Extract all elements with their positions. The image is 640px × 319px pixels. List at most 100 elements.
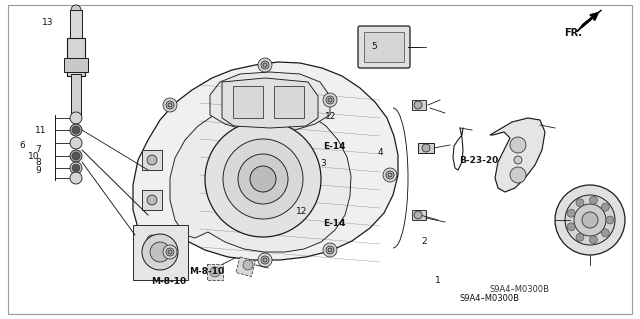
Bar — [67, 38, 85, 76]
Text: E-14: E-14 — [323, 142, 346, 151]
Bar — [142, 190, 162, 210]
Circle shape — [261, 256, 269, 264]
Text: S9A4–M0300B: S9A4–M0300B — [460, 294, 520, 303]
Bar — [412, 100, 426, 110]
Circle shape — [602, 203, 609, 211]
Circle shape — [142, 234, 178, 270]
Text: 3: 3 — [320, 159, 326, 168]
Circle shape — [565, 195, 615, 245]
Circle shape — [510, 167, 526, 183]
Polygon shape — [210, 72, 330, 132]
Circle shape — [70, 162, 82, 174]
Circle shape — [258, 58, 272, 72]
Circle shape — [514, 156, 522, 164]
Polygon shape — [222, 78, 318, 128]
Circle shape — [258, 253, 272, 267]
Circle shape — [72, 152, 80, 160]
Text: 1: 1 — [435, 276, 441, 285]
Circle shape — [606, 216, 614, 224]
Circle shape — [589, 236, 598, 244]
Bar — [142, 150, 162, 170]
Text: 10: 10 — [28, 152, 40, 161]
Text: S9A4–M0300B: S9A4–M0300B — [490, 286, 550, 294]
Text: 12: 12 — [325, 112, 337, 121]
Circle shape — [205, 121, 321, 237]
Circle shape — [589, 196, 598, 204]
Circle shape — [510, 137, 526, 153]
Text: FR.: FR. — [564, 28, 582, 38]
Text: E-14: E-14 — [323, 219, 346, 228]
Text: 9: 9 — [35, 166, 41, 174]
Circle shape — [414, 211, 422, 219]
Circle shape — [326, 246, 334, 254]
Bar — [133, 225, 188, 280]
Circle shape — [210, 267, 220, 277]
Bar — [236, 257, 255, 277]
Circle shape — [386, 171, 394, 179]
Circle shape — [582, 212, 598, 228]
Circle shape — [323, 93, 337, 107]
Text: 7: 7 — [35, 145, 41, 154]
Text: 5: 5 — [371, 42, 377, 51]
Bar — [274, 86, 304, 118]
Polygon shape — [170, 105, 351, 252]
Text: 2: 2 — [421, 237, 427, 246]
Circle shape — [567, 223, 575, 231]
Circle shape — [168, 250, 172, 254]
Text: 11: 11 — [35, 126, 47, 135]
Circle shape — [71, 5, 81, 15]
Circle shape — [72, 164, 80, 172]
Circle shape — [326, 96, 334, 104]
Circle shape — [574, 204, 606, 236]
Circle shape — [576, 199, 584, 207]
Bar — [142, 230, 162, 250]
Circle shape — [70, 150, 82, 162]
Text: M-8-10: M-8-10 — [189, 267, 224, 276]
Circle shape — [555, 185, 625, 255]
Text: M-8-10: M-8-10 — [151, 277, 186, 286]
Circle shape — [414, 101, 422, 109]
Text: 13: 13 — [42, 18, 53, 27]
Circle shape — [70, 172, 82, 184]
Text: 8: 8 — [35, 158, 41, 167]
Bar — [233, 86, 263, 118]
Text: 12: 12 — [296, 207, 307, 216]
Circle shape — [383, 168, 397, 182]
Circle shape — [70, 137, 82, 149]
Circle shape — [328, 248, 332, 252]
Circle shape — [263, 258, 267, 262]
Bar — [418, 143, 434, 153]
Text: 6: 6 — [19, 141, 25, 150]
Circle shape — [602, 229, 609, 237]
FancyBboxPatch shape — [358, 26, 410, 68]
Bar — [70, 10, 82, 40]
Circle shape — [150, 242, 170, 262]
Bar — [64, 58, 88, 72]
Bar — [364, 32, 404, 62]
Circle shape — [328, 98, 332, 102]
Circle shape — [261, 61, 269, 69]
Circle shape — [163, 98, 177, 112]
Polygon shape — [133, 62, 398, 260]
Circle shape — [263, 63, 267, 67]
Circle shape — [323, 243, 337, 257]
Polygon shape — [577, 10, 602, 32]
Circle shape — [70, 124, 82, 136]
Circle shape — [166, 248, 174, 256]
Circle shape — [166, 101, 174, 109]
Bar — [207, 264, 223, 280]
Text: B-23-20: B-23-20 — [460, 156, 499, 165]
Circle shape — [72, 126, 80, 134]
Circle shape — [238, 154, 288, 204]
Circle shape — [567, 209, 575, 217]
Circle shape — [243, 260, 253, 270]
Circle shape — [422, 144, 430, 152]
Polygon shape — [490, 118, 545, 192]
Circle shape — [147, 235, 157, 245]
Bar — [71, 74, 81, 116]
Circle shape — [223, 139, 303, 219]
Text: 4: 4 — [378, 148, 383, 157]
Circle shape — [576, 233, 584, 241]
Circle shape — [250, 166, 276, 192]
Bar — [412, 210, 426, 220]
